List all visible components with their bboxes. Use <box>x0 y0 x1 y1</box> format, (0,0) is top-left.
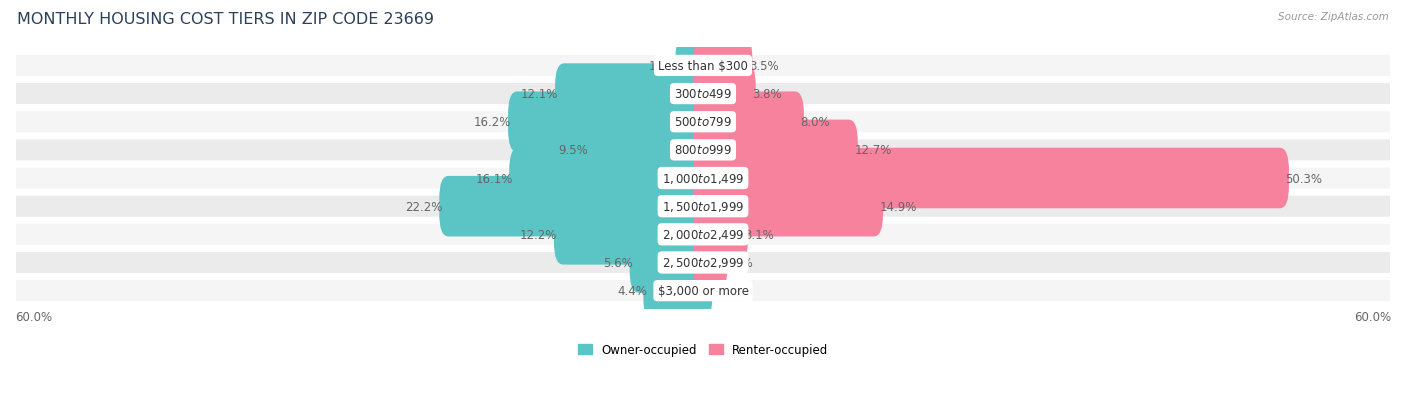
Text: 60.0%: 60.0% <box>15 310 52 323</box>
Text: $800 to $999: $800 to $999 <box>673 144 733 157</box>
Text: $1,500 to $1,999: $1,500 to $1,999 <box>662 200 744 214</box>
Text: 3.8%: 3.8% <box>752 88 782 101</box>
Text: 50.3%: 50.3% <box>1285 172 1323 185</box>
FancyBboxPatch shape <box>15 139 1391 162</box>
Text: $2,500 to $2,999: $2,500 to $2,999 <box>662 256 744 270</box>
Text: 12.2%: 12.2% <box>520 228 557 241</box>
Text: $2,000 to $2,499: $2,000 to $2,499 <box>662 228 744 242</box>
Text: 22.2%: 22.2% <box>405 200 443 213</box>
FancyBboxPatch shape <box>508 92 713 153</box>
FancyBboxPatch shape <box>693 36 752 97</box>
Text: 14.9%: 14.9% <box>880 200 917 213</box>
FancyBboxPatch shape <box>15 55 1391 78</box>
FancyBboxPatch shape <box>630 233 713 293</box>
Text: 12.1%: 12.1% <box>522 88 558 101</box>
Text: 5.6%: 5.6% <box>603 256 633 269</box>
FancyBboxPatch shape <box>15 223 1391 246</box>
Text: 1.3%: 1.3% <box>724 256 754 269</box>
FancyBboxPatch shape <box>15 195 1391 218</box>
Text: 12.7%: 12.7% <box>855 144 891 157</box>
Text: 3.5%: 3.5% <box>749 60 779 73</box>
Text: $300 to $499: $300 to $499 <box>673 88 733 101</box>
Text: 3.1%: 3.1% <box>744 228 775 241</box>
Text: Less than $300: Less than $300 <box>658 60 748 73</box>
Text: Source: ZipAtlas.com: Source: ZipAtlas.com <box>1278 12 1389 22</box>
FancyBboxPatch shape <box>693 233 727 293</box>
Text: 0.0%: 0.0% <box>709 285 738 297</box>
FancyBboxPatch shape <box>15 252 1391 274</box>
Legend: Owner-occupied, Renter-occupied: Owner-occupied, Renter-occupied <box>572 338 834 361</box>
FancyBboxPatch shape <box>509 148 713 209</box>
Text: $1,000 to $1,499: $1,000 to $1,499 <box>662 172 744 185</box>
FancyBboxPatch shape <box>693 148 1289 209</box>
FancyBboxPatch shape <box>554 204 713 265</box>
Text: MONTHLY HOUSING COST TIERS IN ZIP CODE 23669: MONTHLY HOUSING COST TIERS IN ZIP CODE 2… <box>17 12 434 27</box>
Text: 60.0%: 60.0% <box>1354 310 1391 323</box>
FancyBboxPatch shape <box>585 120 713 181</box>
Text: 9.5%: 9.5% <box>558 144 588 157</box>
Text: 16.2%: 16.2% <box>474 116 512 129</box>
FancyBboxPatch shape <box>693 64 756 125</box>
FancyBboxPatch shape <box>693 120 858 181</box>
FancyBboxPatch shape <box>15 111 1391 134</box>
FancyBboxPatch shape <box>675 36 713 97</box>
FancyBboxPatch shape <box>15 167 1391 190</box>
FancyBboxPatch shape <box>15 280 1391 302</box>
Text: 1.6%: 1.6% <box>650 60 679 73</box>
Text: 8.0%: 8.0% <box>800 116 830 129</box>
Text: 4.4%: 4.4% <box>617 285 647 297</box>
Text: $3,000 or more: $3,000 or more <box>658 285 748 297</box>
FancyBboxPatch shape <box>693 92 804 153</box>
FancyBboxPatch shape <box>693 204 748 265</box>
FancyBboxPatch shape <box>644 261 713 321</box>
FancyBboxPatch shape <box>555 64 713 125</box>
FancyBboxPatch shape <box>15 83 1391 106</box>
Text: 16.1%: 16.1% <box>475 172 513 185</box>
FancyBboxPatch shape <box>439 176 713 237</box>
Text: $500 to $799: $500 to $799 <box>673 116 733 129</box>
FancyBboxPatch shape <box>693 176 883 237</box>
